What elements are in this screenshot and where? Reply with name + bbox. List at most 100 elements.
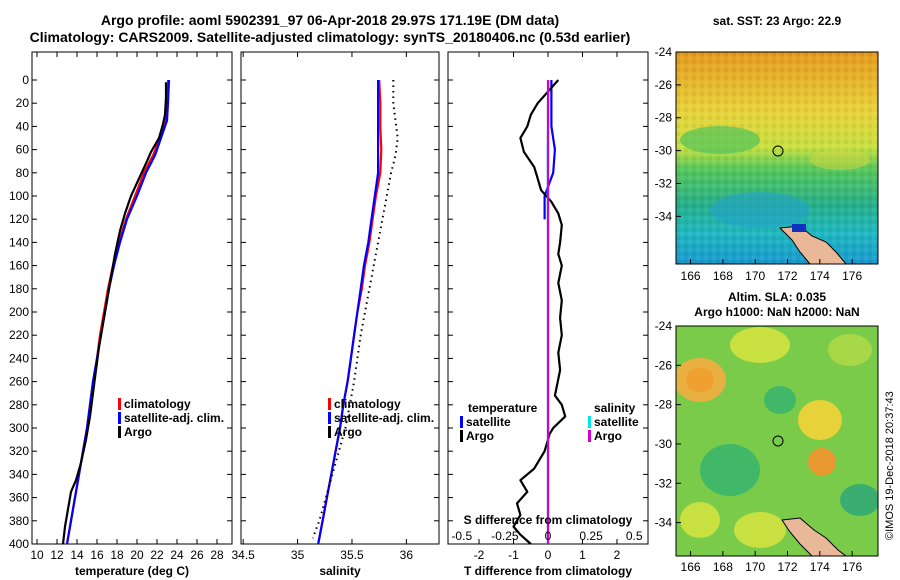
depth-tick-label: 200 (9, 305, 29, 319)
sst-map-frame (675, 51, 879, 265)
legend-swatch-temperature (118, 426, 121, 438)
sla-lat-tick-label: -34 (655, 516, 673, 530)
s-tick-label: 0 (545, 529, 552, 543)
sla-lon-tick-label: 176 (842, 560, 862, 574)
chart-title-line2: Climatology: CARS2009. Satellite-adjuste… (29, 29, 631, 45)
legend-label-salinity-diff: satellite (594, 415, 639, 429)
sla-lat-tick-label: -26 (655, 358, 673, 372)
depth-tick-label: 40 (16, 119, 30, 133)
sst-lon-tick-label: 172 (777, 269, 797, 283)
x-tick-label-temperature: 10 (30, 548, 44, 562)
x-tick-label-temperature: 20 (130, 548, 144, 562)
legend-swatch-temperature-diff (460, 416, 463, 428)
x-axis-label-difference: T difference from climatology (464, 564, 632, 578)
sst-map-title: sat. SST: 23 Argo: 22.9 (712, 14, 842, 28)
x-tick-label-difference: 0 (545, 548, 552, 562)
sst-lon-tick-label: 168 (713, 269, 733, 283)
sla-lon-tick-label: 174 (810, 560, 830, 574)
legend-label-salinity-diff: salinity (594, 401, 636, 415)
legend-label-temperature: satellite-adj. clim. (124, 411, 224, 425)
sla-lon-tick-label: 166 (681, 560, 701, 574)
argo-location-marker-sla (772, 435, 784, 447)
sla-map-title-2: Argo h1000: NaN h2000: NaN (694, 305, 860, 319)
depth-tick-label: 180 (9, 282, 29, 296)
depth-tick-label: 140 (9, 235, 29, 249)
depth-tick-label: 320 (9, 444, 29, 458)
x-tick-label-temperature: 24 (170, 548, 184, 562)
legend-label-temperature: climatology (124, 397, 191, 411)
legend-label-temperature-diff: temperature (468, 401, 538, 415)
x-tick-label-salinity: 35 (291, 548, 305, 562)
legend-label-salinity: satellite-adj. clim. (334, 411, 434, 425)
chart-title-line1: Argo profile: aoml 5902391_97 06-Apr-201… (100, 12, 560, 28)
sst-lat-tick-label: -30 (655, 144, 673, 158)
x-tick-label-temperature: 16 (90, 548, 104, 562)
depth-tick-label: 240 (9, 351, 29, 365)
depth-tick-label: 60 (16, 143, 30, 157)
x-tick-label-temperature: 18 (110, 548, 124, 562)
depth-tick-label: 220 (9, 328, 29, 342)
series-line-argo (311, 80, 399, 539)
legend-swatch-salinity-diff (588, 430, 591, 442)
x-tick-label-salinity: 35.5 (340, 548, 364, 562)
sst-lat-tick-label: -26 (655, 78, 673, 92)
x-tick-label-temperature: 28 (210, 548, 224, 562)
depth-tick-label: 360 (9, 491, 29, 505)
salinity-panel (240, 51, 440, 545)
temperature-panel (31, 51, 233, 545)
legend-label-salinity: climatology (334, 397, 401, 411)
sst-lat-tick-label: -24 (655, 45, 673, 59)
depth-tick-label: 80 (16, 166, 30, 180)
legend-label-temperature-diff: Argo (466, 429, 494, 443)
s-tick-label: -0.5 (451, 529, 472, 543)
s-tick-label: -0.25 (491, 529, 519, 543)
depth-tick-label: 340 (9, 467, 29, 481)
legend-swatch-salinity-diff (588, 416, 591, 428)
sst-lat-tick-label: -32 (655, 176, 673, 190)
series-line-t-satellite (543, 80, 557, 220)
sla-lon-tick-label: 172 (777, 560, 797, 574)
legend-swatch-salinity (328, 398, 331, 410)
depth-tick-label: 120 (9, 212, 29, 226)
legend-swatch-temperature (118, 398, 121, 410)
new-caledonia-island-sla (781, 517, 847, 556)
sla-map-frame (675, 325, 879, 557)
sla-map (676, 326, 878, 556)
x-axis-label-salinity: salinity (319, 564, 361, 578)
sst-lon-tick-label: 166 (681, 269, 701, 283)
series-line-t-argo (512, 79, 567, 545)
depth-tick-label: 380 (9, 514, 29, 528)
legend-label-salinity: Argo (334, 425, 362, 439)
sst-lon-tick-label: 174 (810, 269, 830, 283)
x-tick-label-difference: -2 (474, 548, 485, 562)
x-tick-label-temperature: 12 (50, 548, 64, 562)
s-tick-label: 0.25 (579, 529, 603, 543)
argo-location-marker-sst (772, 145, 784, 157)
legend-swatch-temperature-diff (460, 430, 463, 442)
sst-lon-tick-label: 170 (745, 269, 765, 283)
sla-lon-tick-label: 168 (713, 560, 733, 574)
sla-lat-tick-label: -28 (655, 398, 673, 412)
legend-label-temperature-diff: satellite (466, 415, 511, 429)
legend-swatch-salinity (328, 412, 331, 424)
sst-lat-tick-label: -28 (655, 111, 673, 125)
legend-label-temperature: Argo (124, 425, 152, 439)
x-tick-label-temperature: 26 (190, 548, 204, 562)
x-tick-label-difference: -1 (508, 548, 519, 562)
depth-tick-label: 160 (9, 259, 29, 273)
sla-lat-tick-label: -32 (655, 476, 673, 490)
series-line-satellite-adj-clim- (317, 80, 380, 545)
depth-tick-label: 100 (9, 189, 29, 203)
depth-tick-label: 0 (22, 73, 29, 87)
depth-tick-label: 260 (9, 375, 29, 389)
depth-tick-label: 400 (9, 537, 29, 551)
depth-tick-label: 20 (16, 96, 30, 110)
x-tick-label-temperature: 22 (150, 548, 164, 562)
sst-lat-tick-label: -34 (655, 209, 673, 223)
x-tick-label-temperature: 14 (70, 548, 84, 562)
s-axis-label: S difference from climatology (464, 513, 633, 527)
x-tick-label-salinity: 36 (400, 548, 414, 562)
legend-swatch-salinity (328, 426, 331, 438)
sst-lon-tick-label: 176 (842, 269, 862, 283)
